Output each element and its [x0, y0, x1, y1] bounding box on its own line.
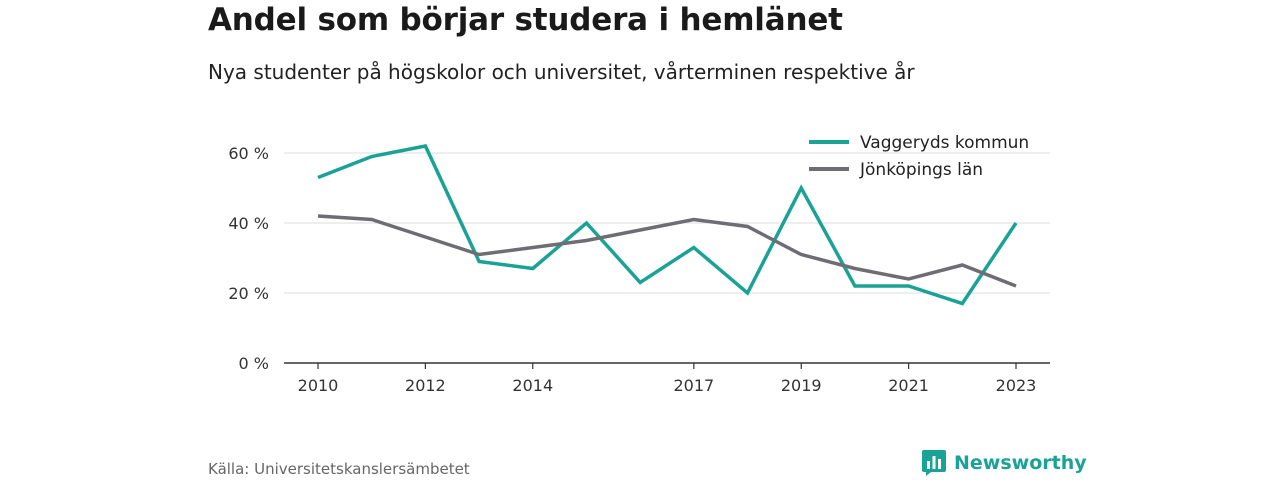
series-line-vaggeryds-kommun: [317, 144, 1018, 306]
chart-title: Andel som börjar studera i hemlänet: [208, 2, 843, 38]
y-tick-label: 20 %: [228, 284, 269, 303]
chart-subtitle: Nya studenter på högskolor och universit…: [208, 60, 915, 84]
source-note: Källa: Universitetskanslersämbetet: [208, 460, 470, 478]
y-tick-label: 0 %: [239, 354, 269, 373]
x-tick-label: 2014: [512, 376, 553, 395]
series-line-jonkopings-lan: [317, 214, 1017, 288]
x-tick-label: 2012: [405, 376, 446, 395]
legend-label: Vaggeryds kommun: [860, 133, 1029, 153]
bar-chart-logo-icon: [922, 450, 946, 476]
y-tick-label: 60 %: [228, 144, 269, 163]
x-tick-label: 2017: [673, 376, 714, 395]
x-tick-label: 2023: [996, 376, 1037, 395]
x-tick-label: 2021: [888, 376, 929, 395]
line-chart: 0 % 20 % 40 % 60 % 2010 2012 2014 2017 2019 2021 2…: [228, 133, 1050, 395]
y-tick-label: 40 %: [228, 214, 269, 233]
brand-name: Newsworthy: [954, 452, 1087, 474]
legend-label: Jönköpings län: [859, 160, 983, 180]
brand-logo[interactable]: Newsworthy: [922, 450, 1087, 476]
x-tick-label: 2010: [298, 376, 339, 395]
x-tick-label: 2019: [781, 376, 822, 395]
